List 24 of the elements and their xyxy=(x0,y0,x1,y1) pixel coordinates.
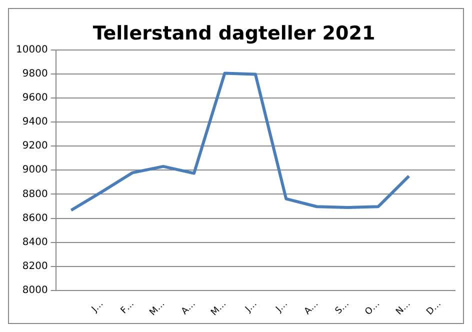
y-tick-label: 9000 xyxy=(22,164,48,176)
x-tick-label: M… xyxy=(210,299,228,318)
x-tick-label: M… xyxy=(148,299,168,318)
x-tick-label: F… xyxy=(119,299,136,316)
x-tick-label: N… xyxy=(394,299,413,318)
x-tick-label: J… xyxy=(243,299,260,316)
x-tick-label: O… xyxy=(364,299,382,318)
x-tick-label: A… xyxy=(302,299,321,317)
x-tick-label: J… xyxy=(274,299,290,316)
chart-title: Tellerstand dagteller 2021 xyxy=(92,22,376,44)
y-tick-label: 8800 xyxy=(22,188,48,200)
y-tick-label: 9400 xyxy=(22,116,48,128)
x-tick-label: J… xyxy=(90,299,106,316)
x-tick-label: A… xyxy=(180,299,198,317)
y-tick-label: 8200 xyxy=(22,261,48,272)
y-tick-label: 9800 xyxy=(22,68,48,80)
y-tick-label: 8600 xyxy=(22,212,48,224)
y-tick-label: 8400 xyxy=(22,236,48,248)
y-tick-label: 8000 xyxy=(22,285,48,296)
x-tick-label: D… xyxy=(425,299,444,318)
x-tick-label: S… xyxy=(334,299,352,317)
y-tick-label: 9600 xyxy=(22,92,48,104)
y-tick-label: 9200 xyxy=(22,140,48,152)
y-tick-label: 10000 xyxy=(16,44,48,56)
